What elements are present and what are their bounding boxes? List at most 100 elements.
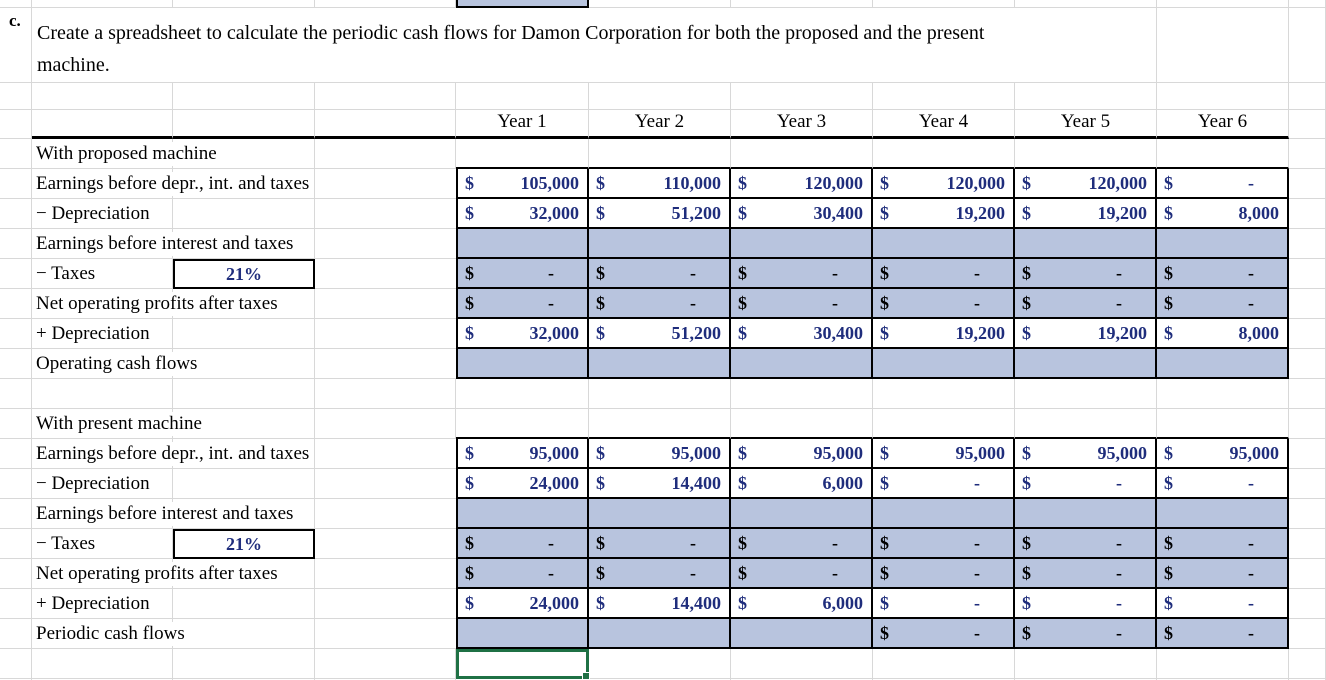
value-cell[interactable]: $ -: [1015, 469, 1157, 499]
sheet-cell[interactable]: [0, 349, 32, 379]
value-cell[interactable]: $6,000: [731, 589, 873, 619]
value-cell[interactable]: $95,000: [731, 439, 873, 469]
value-cell[interactable]: $ -: [731, 259, 873, 289]
sheet-cell[interactable]: [1289, 229, 1326, 259]
question-text-cell[interactable]: Create a spreadsheet to calculate the pe…: [32, 8, 1157, 83]
tax-rate-box[interactable]: 21%: [173, 529, 315, 559]
value-cell[interactable]: $ -: [731, 529, 873, 559]
calc-cell[interactable]: [873, 349, 1015, 379]
value-cell[interactable]: $ -: [731, 559, 873, 589]
sheet-cell[interactable]: [0, 529, 32, 559]
sheet-cell[interactable]: [173, 199, 315, 229]
sheet-cell[interactable]: [1289, 379, 1326, 409]
sheet-cell[interactable]: [173, 469, 315, 499]
row-label-cell[interactable]: + Depreciation: [32, 319, 173, 349]
value-cell[interactable]: $30,400: [731, 319, 873, 349]
value-cell[interactable]: $ -: [1015, 289, 1157, 319]
calc-cell[interactable]: [456, 499, 589, 529]
sheet-cell[interactable]: [173, 619, 315, 649]
sheet-cell[interactable]: [1289, 529, 1326, 559]
value-cell[interactable]: $ -: [873, 289, 1015, 319]
value-cell[interactable]: $32,000: [456, 319, 589, 349]
value-cell[interactable]: $ -: [456, 259, 589, 289]
calc-cell[interactable]: [589, 619, 731, 649]
value-cell[interactable]: $ -: [1015, 619, 1157, 649]
row-label-cell[interactable]: Earnings before depr., int. and taxes: [32, 439, 315, 469]
sheet-cell[interactable]: [0, 319, 32, 349]
calc-cell[interactable]: [1157, 229, 1289, 259]
row-label-cell[interactable]: Periodic cash flows: [32, 619, 190, 649]
value-cell[interactable]: $19,200: [1015, 319, 1157, 349]
sheet-cell[interactable]: [731, 649, 873, 679]
value-cell[interactable]: $ -: [873, 619, 1015, 649]
value-cell[interactable]: $30,400: [731, 199, 873, 229]
value-cell[interactable]: $ -: [1157, 589, 1289, 619]
sheet-cell[interactable]: [1289, 349, 1326, 379]
sheet-cell[interactable]: [1289, 439, 1326, 469]
sheet-cell[interactable]: [731, 83, 873, 110]
value-cell[interactable]: $ -: [1157, 259, 1289, 289]
sheet-cell[interactable]: [1289, 169, 1326, 199]
calc-cell[interactable]: [456, 349, 589, 379]
year-header-cell[interactable]: Year 3: [731, 110, 873, 139]
value-cell[interactable]: $ -: [1157, 289, 1289, 319]
sheet-cell[interactable]: [589, 83, 731, 110]
section-label-cell[interactable]: With present machine: [32, 409, 207, 439]
sheet-cell[interactable]: [0, 499, 32, 529]
sheet-cell[interactable]: [1289, 649, 1326, 679]
value-cell[interactable]: $51,200: [589, 199, 731, 229]
value-cell[interactable]: $ -: [1015, 529, 1157, 559]
year-header-cell[interactable]: Year 5: [1015, 110, 1157, 139]
selected-cell[interactable]: [456, 649, 590, 680]
sheet-cell[interactable]: [1289, 289, 1326, 319]
value-cell[interactable]: $120,000: [731, 169, 873, 199]
sheet-cell[interactable]: [315, 139, 456, 169]
sheet-cell[interactable]: [32, 649, 173, 679]
value-cell[interactable]: $ -: [1157, 529, 1289, 559]
calc-cell[interactable]: [873, 229, 1015, 259]
sheet-cell[interactable]: [873, 379, 1015, 409]
sheet-cell[interactable]: [873, 0, 1015, 8]
calc-cell[interactable]: [731, 619, 873, 649]
sheet-cell[interactable]: [315, 379, 456, 409]
value-cell[interactable]: $ -: [456, 289, 589, 319]
sheet-cell[interactable]: [1289, 259, 1326, 289]
sheet-cell[interactable]: [173, 289, 315, 319]
sheet-cell[interactable]: [173, 83, 315, 110]
row-label-cell[interactable]: − Depreciation: [32, 469, 173, 499]
sheet-cell[interactable]: [0, 649, 32, 679]
value-cell[interactable]: $110,000: [589, 169, 731, 199]
value-cell[interactable]: $ -: [456, 529, 589, 559]
sheet-cell[interactable]: [1157, 139, 1289, 169]
value-cell[interactable]: $51,200: [589, 319, 731, 349]
calc-cell[interactable]: [731, 229, 873, 259]
tax-rate-box[interactable]: 21%: [173, 259, 315, 289]
calc-cell[interactable]: [1015, 499, 1157, 529]
value-cell[interactable]: $19,200: [1015, 199, 1157, 229]
sheet-cell[interactable]: [173, 139, 315, 169]
calc-cell[interactable]: [589, 349, 731, 379]
value-cell[interactable]: $ -: [589, 259, 731, 289]
value-cell[interactable]: $24,000: [456, 469, 589, 499]
sheet-cell[interactable]: [315, 110, 456, 139]
value-cell[interactable]: $95,000: [1157, 439, 1289, 469]
value-cell[interactable]: $19,200: [873, 199, 1015, 229]
calc-cell[interactable]: [1157, 499, 1289, 529]
sheet-cell[interactable]: [1289, 319, 1326, 349]
sheet-cell[interactable]: [315, 83, 456, 110]
sheet-cell[interactable]: [0, 110, 32, 139]
sheet-cell[interactable]: [0, 0, 32, 8]
value-cell[interactable]: $14,400: [589, 589, 731, 619]
value-cell[interactable]: $8,000: [1157, 319, 1289, 349]
sheet-cell[interactable]: [731, 0, 873, 8]
value-cell[interactable]: $ -: [731, 289, 873, 319]
sheet-cell[interactable]: [0, 259, 32, 289]
sheet-cell[interactable]: [173, 319, 315, 349]
sheet-cell[interactable]: [0, 589, 32, 619]
calc-cell[interactable]: [1157, 349, 1289, 379]
sheet-cell[interactable]: [315, 259, 456, 289]
value-cell[interactable]: $ -: [873, 259, 1015, 289]
sheet-cell[interactable]: [0, 379, 32, 409]
sheet-cell[interactable]: [0, 289, 32, 319]
value-cell[interactable]: $ -: [873, 559, 1015, 589]
